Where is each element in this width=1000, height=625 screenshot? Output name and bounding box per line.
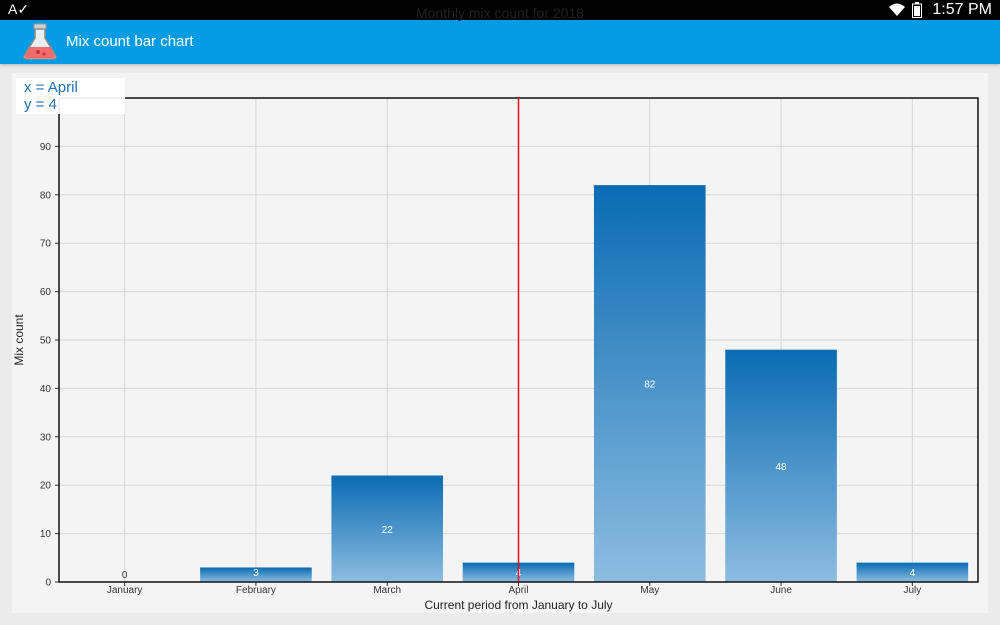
- x-tick-label: May: [640, 585, 659, 596]
- bar-june[interactable]: [725, 349, 837, 582]
- y-tick-label: 40: [40, 384, 52, 395]
- readout-x: x = April: [24, 79, 78, 96]
- bar-february[interactable]: [200, 567, 312, 582]
- flask-icon: [23, 23, 57, 60]
- y-axis-title: Mix count: [12, 314, 26, 366]
- y-tick-label: 50: [40, 336, 52, 347]
- x-tick-label: March: [373, 585, 401, 596]
- accessibility-status-icon: A✓: [8, 1, 30, 17]
- x-tick-label: January: [107, 585, 143, 596]
- data-label: 22: [382, 525, 394, 536]
- readout-y: y = 4: [24, 96, 57, 113]
- data-label: 3: [253, 568, 259, 579]
- y-tick-label: 30: [40, 432, 52, 443]
- y-tick-label: 80: [40, 190, 52, 201]
- battery-icon: [912, 2, 923, 18]
- bar-july[interactable]: [856, 562, 969, 582]
- bar-may[interactable]: [593, 185, 706, 582]
- data-label: 48: [776, 462, 788, 473]
- y-tick-label: 0: [45, 578, 51, 589]
- data-label: 4: [910, 568, 916, 579]
- data-label: 0: [122, 570, 128, 581]
- x-axis-title: Current period from January to July: [424, 598, 612, 612]
- app-bar: Mix count bar chart: [0, 20, 1000, 64]
- status-bar: A✓ 1:57 PM: [0, 0, 1000, 20]
- y-tick-label: 20: [40, 481, 52, 492]
- y-tick-label: 70: [40, 239, 52, 250]
- chart-title: Monthly mix count for 2018: [415, 5, 585, 21]
- data-label: 82: [644, 380, 656, 391]
- app-title: Mix count bar chart: [66, 33, 194, 50]
- status-icons: 1:57 PM: [888, 0, 992, 20]
- status-time: 1:57 PM: [932, 1, 992, 18]
- x-tick-label: June: [770, 585, 792, 596]
- x-tick-label: April: [508, 585, 528, 596]
- x-tick-label: July: [903, 585, 921, 596]
- x-tick-label: February: [236, 585, 276, 596]
- bar-march[interactable]: [331, 475, 444, 582]
- y-tick-label: 10: [40, 529, 52, 540]
- y-tick-label: 90: [40, 142, 52, 153]
- cursor-readout: x = April y = 4: [16, 78, 125, 114]
- wifi-icon: [889, 3, 906, 16]
- y-tick-label: 60: [40, 287, 52, 298]
